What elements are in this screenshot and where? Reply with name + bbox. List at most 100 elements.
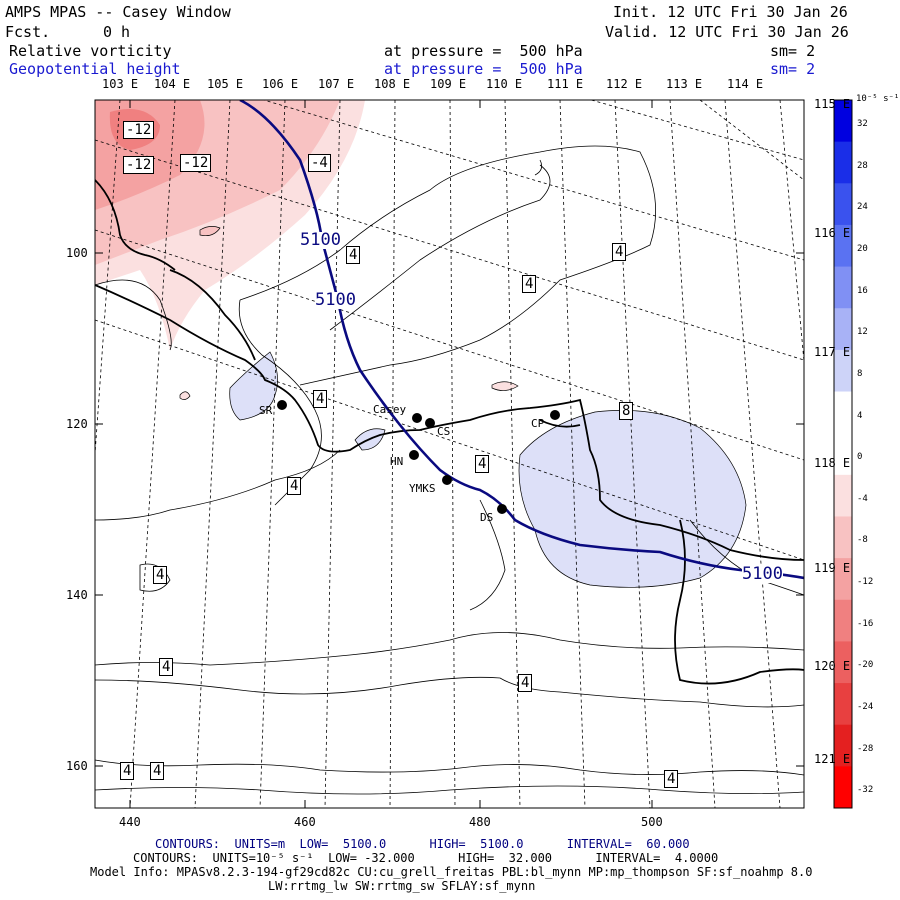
field-pressure-height: at pressure = 500 hPa	[384, 60, 583, 78]
colorbar-swatch	[834, 349, 852, 393]
field-name-vorticity: Relative vorticity	[9, 42, 172, 60]
colorbar-label: 20	[857, 243, 868, 254]
lon-label-right: 116 E	[814, 226, 851, 240]
vorticity-shade-pos-big	[518, 410, 747, 588]
colorbar-swatch	[834, 474, 852, 517]
lon-label-right: 121 E	[814, 752, 851, 766]
contour-label-pos: 4	[664, 770, 679, 788]
colorbar-swatch	[834, 266, 852, 309]
colorbar-swatch	[834, 641, 852, 684]
lon-label-top: 111 E	[547, 77, 584, 91]
lon-label-right: 117 E	[814, 345, 851, 359]
contour-label-neg: -4	[308, 154, 331, 172]
vorticity-shade-small-3	[179, 391, 191, 400]
colorbar	[833, 99, 853, 809]
x-tick-label: 500	[641, 815, 663, 829]
lon-label-right: 119 E	[814, 561, 851, 575]
station-label-cs: CS	[437, 425, 451, 438]
latitude-lines	[95, 100, 804, 561]
lon-label-top: 109 E	[430, 77, 467, 91]
colorbar-frame	[833, 99, 853, 809]
forecast-label: Fcst.	[5, 23, 51, 41]
contour-label-pos: 4	[612, 243, 627, 261]
footer-height-contours: CONTOURS: UNITS=m LOW= 5100.0 HIGH= 5100…	[155, 837, 690, 851]
colorbar-label: 24	[857, 202, 868, 213]
colorbar-label: -8	[857, 535, 868, 546]
valid-time: Valid. 12 UTC Fri 30 Jan 26	[605, 23, 849, 41]
contour-label-pos: 4	[287, 477, 302, 495]
contour-label-pos: 4	[153, 566, 168, 584]
colorbar-label: 16	[857, 285, 868, 296]
colorbar-swatch	[834, 683, 852, 726]
lon-label-top: 107 E	[318, 77, 355, 91]
station-label-ymks: YMKS	[409, 482, 436, 495]
colorbar-swatch	[834, 224, 852, 268]
lon-label-right: 118 E	[814, 456, 851, 470]
field-pressure-vorticity: at pressure = 500 hPa	[384, 42, 583, 60]
height-label: 5100	[315, 290, 356, 310]
contour-label-pos: 4	[346, 246, 361, 264]
lon-label-top: 106 E	[262, 77, 299, 91]
lon-label-top: 108 E	[374, 77, 411, 91]
contour-label-neg: -12	[123, 121, 155, 139]
colorbar-label: -28	[857, 743, 874, 754]
colorbar-swatch	[834, 308, 852, 351]
height-label: 5100	[300, 230, 341, 250]
station-markers	[277, 400, 560, 514]
station-dot-cp	[550, 410, 560, 420]
vorticity-shade-pos-1	[229, 351, 278, 421]
station-label-ds: DS	[480, 511, 494, 524]
station-dot-cs	[425, 418, 435, 428]
lon-label-top: 113 E	[666, 77, 703, 91]
contour-label-pos: 4	[518, 674, 533, 692]
map-title: AMPS MPAS -- Casey Window	[5, 3, 231, 21]
colorbar-label: 28	[857, 160, 868, 171]
station-dot-hn	[409, 450, 419, 460]
contour-label-pos: 4	[475, 455, 490, 473]
init-time: Init. 12 UTC Fri 30 Jan 26	[613, 3, 848, 21]
colorbar-swatch	[834, 433, 852, 476]
contour-label-pos: 4	[150, 762, 165, 780]
station-label-hn: HN	[390, 455, 404, 468]
colorbar-label: 4	[857, 410, 863, 421]
colorbar-label: -24	[857, 702, 874, 713]
station-dot-sr	[277, 400, 287, 410]
station-dot-casey	[412, 413, 422, 423]
x-tick-label: 460	[294, 815, 316, 829]
y-tick-label: 100	[66, 246, 88, 260]
lon-label-right: 115 E	[814, 97, 851, 111]
forecast-hour: 0 h	[103, 23, 131, 41]
colorbar-swatch	[834, 183, 852, 226]
colorbar-swatch	[834, 391, 852, 434]
lon-label-top: 110 E	[486, 77, 523, 91]
field-name-height: Geopotential height	[9, 60, 181, 78]
station-label-cp: CP	[531, 417, 545, 430]
x-tick-label: 480	[469, 815, 491, 829]
station-label-casey: Casey	[373, 403, 407, 416]
longitude-lines	[95, 100, 804, 808]
colorbar-swatch	[834, 100, 852, 143]
contour-label-pos: 4	[313, 390, 328, 408]
vorticity-shade-small-2	[491, 381, 519, 391]
lon-label-top: 112 E	[606, 77, 643, 91]
lon-label-right: 120 E	[814, 659, 851, 673]
vorticity-contours	[95, 145, 804, 795]
contour-label-neg: -12	[123, 156, 155, 174]
field-smooth-vorticity: sm= 2	[770, 42, 816, 60]
colorbar-label: -4	[857, 493, 868, 504]
plot-frame	[94, 99, 805, 809]
colorbar-unit: 10⁻⁵ s⁻¹	[856, 94, 900, 104]
colorbar-label: -12	[857, 577, 874, 588]
vorticity-shade-small-1	[199, 226, 221, 237]
colorbar-label: -20	[857, 660, 874, 671]
footer-vorticity-contours: CONTOURS: UNITS=10⁻⁵ s⁻¹ LOW= -32.000 HI…	[133, 851, 719, 865]
colorbar-swatch	[834, 724, 852, 767]
colorbar-label: 32	[857, 118, 868, 129]
colorbar-swatch	[834, 516, 852, 559]
colorbar-swatch	[834, 558, 852, 601]
lon-label-top: 114 E	[727, 77, 764, 91]
lon-label-top: 104 E	[154, 77, 191, 91]
footer-model-info: Model Info: MPASv8.2.3-194-gf29cd82c CU:…	[90, 865, 813, 879]
lon-label-top: 103 E	[102, 77, 139, 91]
